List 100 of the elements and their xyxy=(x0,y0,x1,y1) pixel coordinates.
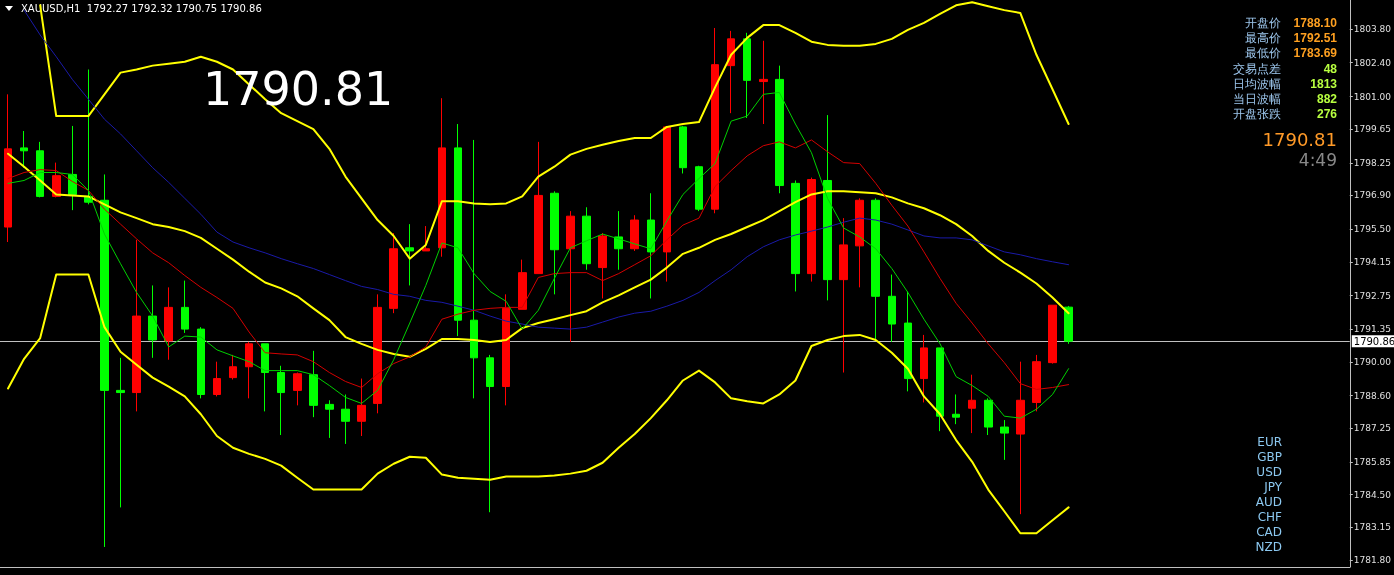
candlestick xyxy=(4,93,12,243)
candlestick xyxy=(405,223,414,286)
candlestick xyxy=(132,239,141,412)
y-tick-label: 1791.35 xyxy=(1353,324,1391,335)
y-tick-label: 1795.50 xyxy=(1353,224,1392,235)
candlestick xyxy=(871,197,880,341)
candlestick xyxy=(341,393,350,445)
candlestick xyxy=(1000,419,1009,461)
candlestick xyxy=(823,114,832,301)
candlestick xyxy=(438,97,446,258)
candlestick xyxy=(727,30,735,114)
candlestick xyxy=(454,123,462,337)
text: 最高价 1792.51 xyxy=(1245,31,1337,46)
candlestick xyxy=(920,334,928,403)
candlestick xyxy=(904,290,912,392)
text: 4:49 xyxy=(1298,150,1337,170)
candlestick xyxy=(518,259,527,310)
candlestick xyxy=(229,354,237,381)
candlestick xyxy=(389,232,398,314)
candlestick xyxy=(598,232,607,299)
candlestick xyxy=(807,177,816,283)
candlestick xyxy=(630,214,639,252)
y-tick-label: 1794.15 xyxy=(1353,256,1391,267)
candlestick xyxy=(357,378,366,437)
candlestick xyxy=(373,293,382,414)
y-tick-label: 1785.85 xyxy=(1353,457,1391,468)
candlestick xyxy=(582,206,591,271)
text: 开盘价 1788.10 xyxy=(1245,16,1337,30)
line-series xyxy=(7,152,1070,358)
candlestick xyxy=(1016,361,1025,515)
text: CAD xyxy=(1256,525,1282,539)
text: 当日波幅 882 xyxy=(1233,92,1337,106)
y-tick-label: 1788.60 xyxy=(1353,390,1392,401)
text: USD xyxy=(1256,465,1282,479)
candlestick xyxy=(534,141,543,275)
candlestick xyxy=(261,343,269,412)
candlestick xyxy=(1032,354,1041,412)
y-tick-label: 1787.25 xyxy=(1353,423,1391,434)
y-tick-label: 1802.40 xyxy=(1353,57,1392,68)
text: CHF xyxy=(1257,510,1282,524)
candlestick xyxy=(116,357,125,508)
text: JPY xyxy=(1264,480,1282,494)
text: 1790.81 xyxy=(1262,129,1337,150)
candlestick xyxy=(759,40,768,125)
ref-line-label: 1790.86 xyxy=(1353,335,1394,347)
text: 交易点差 48 xyxy=(1233,61,1337,76)
text: GBP xyxy=(1257,450,1282,464)
candlestick xyxy=(968,374,976,434)
candlestick xyxy=(1064,305,1073,345)
y-tick-label: 1781.80 xyxy=(1353,554,1392,565)
candlestick xyxy=(647,192,655,299)
line-series xyxy=(7,139,1070,390)
text: NZD xyxy=(1255,540,1282,554)
candlestick xyxy=(695,165,703,212)
y-tick-label: 1803.80 xyxy=(1353,23,1392,34)
candlestick xyxy=(936,347,944,432)
candlestick xyxy=(711,27,719,214)
candlestick xyxy=(791,179,800,292)
candlestick xyxy=(197,326,205,399)
candlestick xyxy=(952,393,960,425)
y-tick-label: 1784.50 xyxy=(1353,489,1392,500)
candlestick xyxy=(502,293,510,406)
candlestick xyxy=(663,125,671,283)
candlestick xyxy=(743,32,751,119)
candlestick xyxy=(566,210,575,343)
candlestick xyxy=(148,284,157,359)
line-series xyxy=(7,273,1070,535)
candlestick xyxy=(277,365,285,436)
candlestick xyxy=(679,125,687,174)
y-tick-label: 1798.25 xyxy=(1353,157,1391,168)
candlestick xyxy=(550,190,559,295)
y-tick-label: 1796.90 xyxy=(1353,190,1392,201)
candlestick xyxy=(309,350,318,418)
candlestick xyxy=(52,162,61,198)
y-tick-label: 1790.00 xyxy=(1353,356,1392,367)
text: EUR xyxy=(1257,435,1282,449)
candlestick xyxy=(245,341,253,399)
candlestick xyxy=(775,65,784,194)
candlestick xyxy=(213,361,221,397)
candlestick xyxy=(470,139,478,399)
candlestick xyxy=(855,197,864,288)
candlestick xyxy=(1048,304,1057,365)
candlestick xyxy=(181,280,189,334)
y-tick-label: 1792.75 xyxy=(1353,290,1391,301)
text: 最低价 1783.69 xyxy=(1245,46,1337,61)
candlestick xyxy=(839,217,848,374)
candlestick xyxy=(293,372,302,406)
y-tick-label: 1783.15 xyxy=(1353,522,1391,533)
candlestick xyxy=(164,286,173,361)
candlestick xyxy=(422,225,430,252)
candlestick xyxy=(325,399,334,439)
text: AUD xyxy=(1255,495,1282,509)
candlestick xyxy=(486,354,494,513)
candlestick xyxy=(888,274,896,343)
candlestick xyxy=(984,397,993,436)
y-tick-label: 1799.65 xyxy=(1353,124,1391,135)
y-tick-label: 1801.00 xyxy=(1353,91,1392,102)
text: 开盘张跌 276 xyxy=(1233,107,1337,122)
candlestick xyxy=(100,173,109,548)
candlestick xyxy=(614,210,623,271)
